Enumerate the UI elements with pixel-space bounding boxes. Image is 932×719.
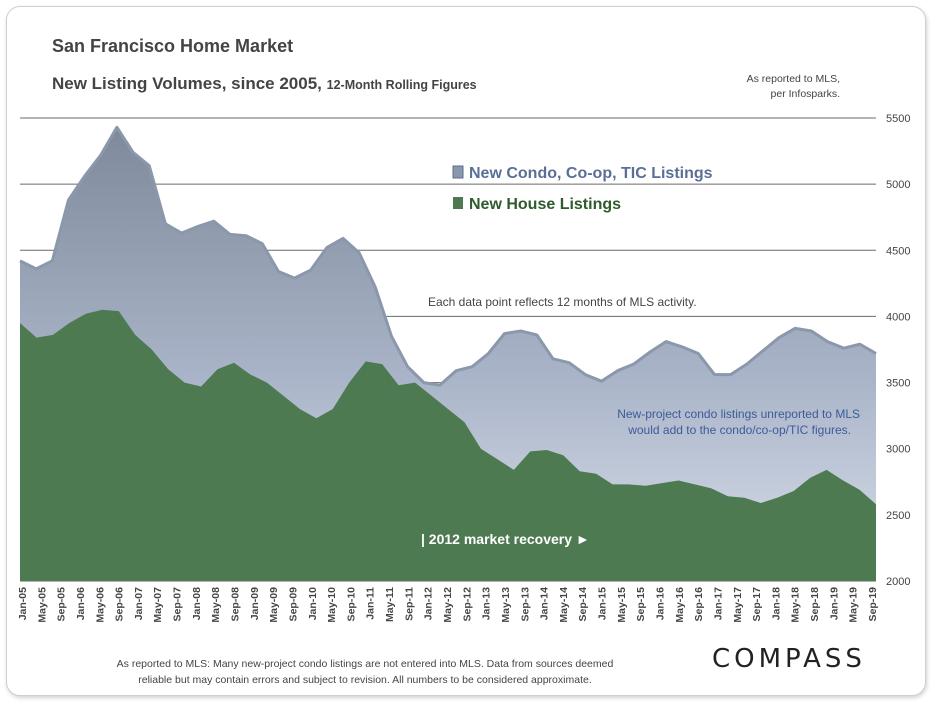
x-tick-label: Jan-06: [75, 587, 87, 620]
x-tick-label: May-16: [674, 587, 686, 623]
x-tick-label: Jan-16: [655, 587, 667, 620]
chart-subtitle: New Listing Volumes, since 2005, 12-Mont…: [52, 74, 477, 94]
x-tick-label: Jan-17: [712, 587, 724, 620]
footer-line1: As reported to MLS: Many new-project con…: [116, 658, 614, 670]
x-tick-label: May-19: [848, 587, 860, 623]
source-note: As reported to MLS, per Infosparks.: [747, 72, 840, 102]
x-tick-label: May-07: [152, 587, 164, 623]
x-tick-label: Jan-12: [423, 587, 435, 620]
x-tick-label: Sep-16: [693, 587, 705, 622]
x-tick-label: Jan-11: [365, 587, 377, 620]
subtitle-main: New Listing Volumes, since 2005,: [52, 74, 322, 93]
footer-line2: reliable but may contain errors and subj…: [138, 674, 592, 686]
x-tick-label: Jan-10: [307, 587, 319, 620]
legend-condo-swatch: [452, 165, 464, 179]
y-tick-label: 4000: [886, 311, 910, 323]
x-tick-label: Sep-18: [809, 587, 821, 622]
y-tick-label: 5000: [886, 179, 910, 191]
x-tick-label: Sep-06: [114, 587, 126, 622]
source-note-line2: per Infosparks.: [770, 88, 840, 100]
legend: New Condo, Co-op, TIC Listings New House…: [452, 165, 713, 213]
source-note-line1: As reported to MLS,: [746, 73, 840, 85]
area-layer: [19, 125, 877, 582]
x-tick-label: Jan-07: [133, 587, 145, 620]
x-tick-label: May-13: [500, 587, 512, 623]
x-tick-label: May-08: [210, 587, 222, 623]
x-tick-label: May-18: [790, 587, 802, 623]
series-house-area: [20, 309, 876, 581]
legend-house-label: New House Listings: [469, 196, 621, 213]
x-tick-label: May-11: [384, 587, 396, 622]
x-tick-label: Sep-13: [519, 587, 531, 622]
chart-title: San Francisco Home Market: [52, 36, 294, 56]
x-tick-label: Sep-08: [230, 587, 242, 622]
compass-logo: COMPASS: [712, 644, 866, 674]
x-tick-label: Jan-18: [770, 587, 782, 620]
x-tick-label: Sep-10: [345, 587, 357, 622]
y-tick-label: 5500: [886, 113, 910, 125]
y-tick-label: 4500: [886, 245, 910, 257]
series-condo-line: [19, 125, 877, 387]
annotation-data-point: Each data point reflects 12 months of ML…: [428, 295, 697, 309]
x-tick-label: Sep-19: [867, 587, 879, 622]
annotation-unreported-line1: New-project condo listings unreported to…: [617, 407, 860, 421]
legend-house-swatch: [453, 197, 463, 209]
annotation-market-recovery: | 2012 market recovery ►: [421, 531, 590, 547]
x-tick-label: May-12: [442, 587, 454, 623]
y-tick-label: 2000: [886, 576, 910, 588]
x-tick-label: Jan-15: [597, 587, 609, 620]
x-tick-label: Jan-05: [17, 587, 29, 620]
y-tick-label: 3000: [886, 444, 910, 456]
x-tick-label: Jan-08: [191, 587, 203, 620]
y-axis-ticks: 2000 2500 3000 3500 4000 4500 5000 5500: [886, 113, 910, 588]
x-tick-label: Jan-13: [481, 587, 493, 620]
x-tick-label: May-09: [268, 587, 280, 623]
x-tick-label: Sep-09: [287, 587, 299, 622]
footer-disclaimer: As reported to MLS: Many new-project con…: [60, 656, 670, 688]
x-tick-label: Sep-11: [403, 587, 415, 621]
x-tick-label: May-15: [616, 587, 628, 623]
x-tick-label: Jan-09: [249, 587, 261, 620]
x-tick-label: Jan-14: [539, 587, 551, 620]
legend-condo-label: New Condo, Co-op, TIC Listings: [469, 165, 713, 182]
x-tick-label: Sep-07: [172, 587, 184, 622]
x-tick-label: Sep-14: [577, 587, 589, 622]
x-tick-label: Sep-05: [56, 587, 68, 622]
x-tick-label: Sep-17: [751, 587, 763, 622]
y-tick-label: 3500: [886, 378, 910, 390]
subtitle-small: 12-Month Rolling Figures: [326, 78, 477, 92]
x-tick-label: May-14: [558, 587, 570, 623]
x-tick-label: Jan-19: [828, 587, 840, 620]
x-tick-label: May-10: [326, 587, 338, 623]
x-axis-ticks: Jan-05 May-05 Sep-05 Jan-06 May-06 Sep-06 Jan-…: [17, 587, 879, 623]
x-tick-label: Sep-12: [461, 587, 473, 622]
x-tick-label: May-06: [94, 587, 106, 623]
x-tick-label: May-05: [36, 587, 48, 623]
annotation-unreported-line2: would add to the condo/co-op/TIC figures…: [627, 423, 851, 437]
y-tick-label: 2500: [886, 510, 910, 522]
x-tick-label: Sep-15: [635, 587, 647, 622]
x-tick-label: May-17: [732, 587, 744, 623]
